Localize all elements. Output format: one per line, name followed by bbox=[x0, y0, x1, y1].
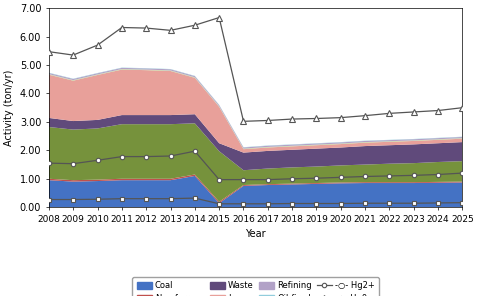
X-axis label: Year: Year bbox=[245, 229, 266, 239]
Y-axis label: Activity (ton/yr): Activity (ton/yr) bbox=[4, 70, 14, 146]
Legend: Coal, Non-ferrous, Cement, Waste, Iron, Pulp, Refining, Oil-fired, -□- Hgp, -○- : Coal, Non-ferrous, Cement, Waste, Iron, … bbox=[132, 277, 379, 296]
